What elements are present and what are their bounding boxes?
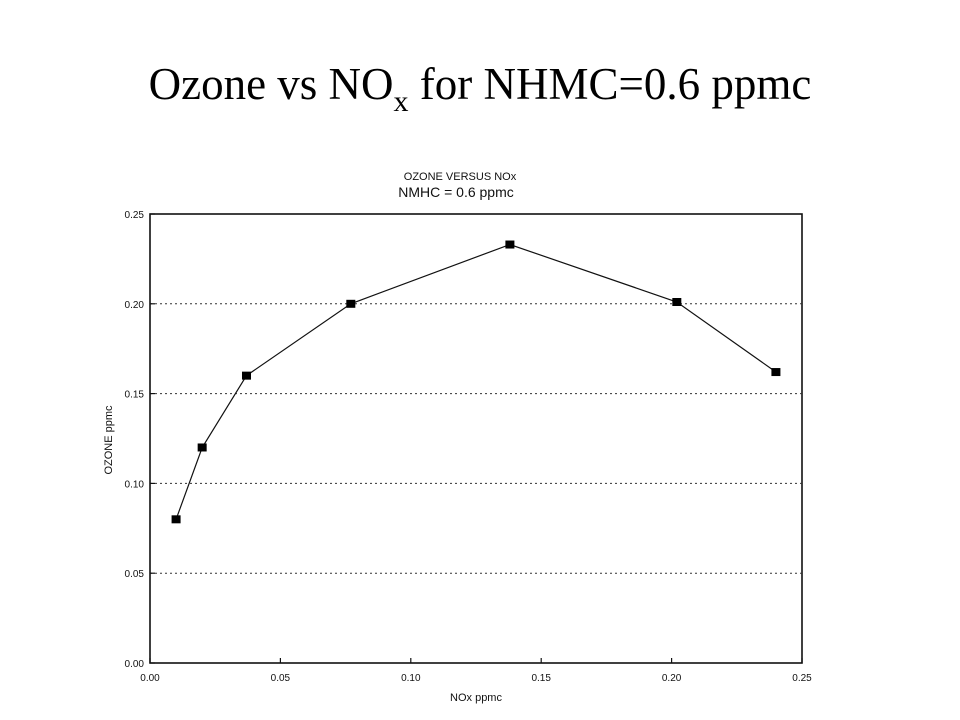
data-point <box>771 368 781 377</box>
x-tick-label: 0.20 <box>662 673 682 684</box>
data-point <box>346 299 356 308</box>
y-tick-label: 0.00 <box>125 659 145 670</box>
data-point <box>197 443 207 452</box>
x-tick-label: 0.05 <box>271 673 291 684</box>
data-point <box>241 371 251 380</box>
slide-title-main: Ozone vs NO <box>148 59 394 109</box>
series-polyline <box>175 243 777 520</box>
y-tick-label: 0.25 <box>125 210 145 221</box>
chart-subtitle: NMHC = 0.6 ppmc <box>398 184 514 200</box>
x-tick-label: 0.10 <box>401 673 421 684</box>
data-point <box>672 298 682 307</box>
slide-title-subscript: x <box>393 85 409 118</box>
x-tick-label: 0.25 <box>792 673 812 684</box>
y-tick-label: 0.10 <box>125 479 145 490</box>
series-points <box>171 240 781 524</box>
x-tick-label: 0.15 <box>531 673 551 684</box>
slide-title-rest: for NHMC=0.6 ppmc <box>408 59 812 109</box>
y-tick-label: 0.15 <box>125 390 145 401</box>
y-axis-label: OZONE ppmc <box>103 405 115 475</box>
axis-ticks: 0.00 0.05 0.10 0.15 0.20 0.25 0.00 0.05 0.10 0.15… <box>125 210 813 684</box>
x-axis-label: NOx ppmc <box>450 692 502 704</box>
plot-frame <box>149 213 803 664</box>
chart-title: OZONE VERSUS NOx <box>404 171 517 183</box>
grid-lines <box>150 303 802 574</box>
x-tick-label: 0.00 <box>140 673 160 684</box>
data-point <box>505 240 515 249</box>
data-point <box>171 515 181 524</box>
y-tick-label: 0.05 <box>125 569 145 580</box>
slide-title: Ozone vs NOx for NHMC=0.6 ppmc <box>0 59 960 117</box>
series-line <box>175 243 777 520</box>
y-tick-label: 0.20 <box>125 300 145 311</box>
